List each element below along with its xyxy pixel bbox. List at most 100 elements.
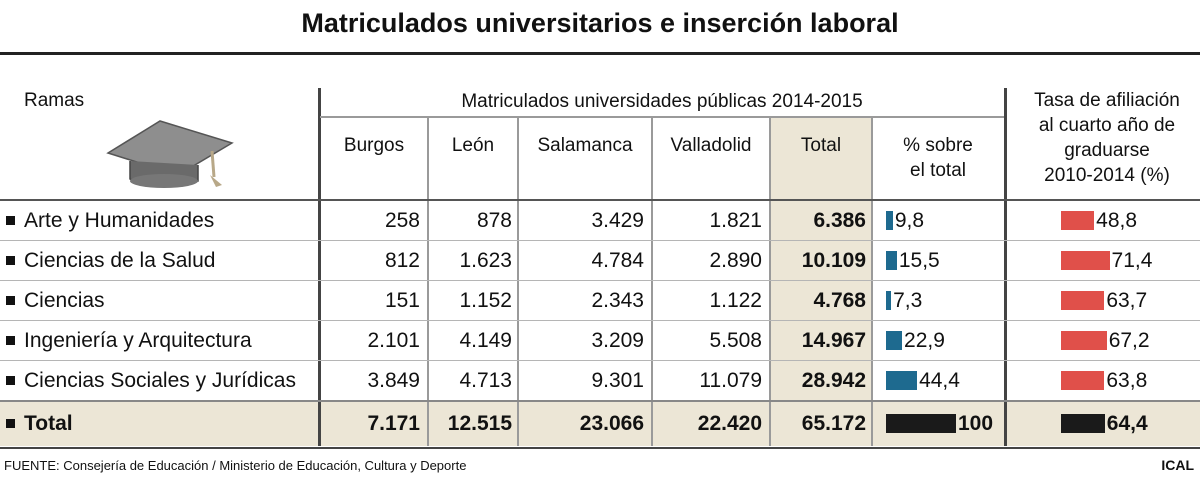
- row-name: Arte y Humanidades: [24, 209, 215, 232]
- cell-salamanca: 2.343: [591, 289, 644, 312]
- cell-burgos: 258: [384, 209, 420, 232]
- tasa-header: Tasa de afiliación al cuarto año de grad…: [1018, 88, 1196, 188]
- cell-valladolid: 2.890: [709, 249, 762, 272]
- header-bottom-rule: [0, 199, 1200, 201]
- table-row: Ingeniería y Arquitectura 2.101 4.149 3.209…: [0, 321, 1200, 360]
- graduation-cap-icon: [106, 120, 234, 188]
- bullet-icon: [6, 336, 15, 345]
- total-top-rule: [0, 400, 1200, 402]
- cell-leon: 1.152: [459, 289, 512, 312]
- pct-bar: [886, 331, 903, 350]
- bullet-icon: [6, 296, 15, 305]
- cell-leon: 4.149: [459, 329, 512, 352]
- cell-salamanca: 3.429: [591, 209, 644, 232]
- row-rule: [0, 280, 1200, 281]
- top-rule: [0, 52, 1200, 55]
- credit: ICAL: [1161, 457, 1194, 473]
- tasa-value: 63,7: [1106, 289, 1148, 312]
- tasa-bar: [1061, 251, 1110, 270]
- tasa-bar: [1061, 371, 1105, 390]
- pct-value: 7,3: [893, 289, 923, 312]
- row-rule: [0, 320, 1200, 321]
- bullet-icon: [6, 419, 15, 428]
- row-name: Total: [24, 412, 73, 435]
- group-label: Matriculados universidades públicas 2014…: [461, 91, 863, 112]
- cell-burgos: 7.171: [367, 412, 420, 435]
- pct-value: 15,5: [898, 249, 940, 272]
- row-name: Ciencias de la Salud: [24, 249, 216, 272]
- cell-total: 6.386: [813, 209, 866, 232]
- table-row: Ciencias Sociales y Jurídicas 3.849 4.713 9…: [0, 361, 1200, 400]
- bullet-icon: [6, 216, 15, 225]
- pct-header-line: % sobre: [903, 135, 973, 156]
- cell-burgos: 812: [384, 249, 420, 272]
- source-note: FUENTE: Consejería de Educación / Minist…: [4, 458, 467, 473]
- total-row-shade: [0, 401, 1200, 446]
- col-header-valladolid: Valladolid: [670, 135, 752, 156]
- pct-bar: [886, 414, 956, 433]
- tasa-header-line: al cuarto año de: [1038, 115, 1176, 136]
- col-header-burgos: Burgos: [343, 135, 405, 156]
- table-row: Total 7.171 12.515 23.066 22.420 65.172 100 64,…: [0, 404, 1200, 443]
- tasa-bar: [1061, 331, 1107, 350]
- pct-header-line: el total: [910, 160, 966, 181]
- cell-burgos: 151: [384, 289, 420, 312]
- ramas-label: Ramas: [24, 90, 85, 111]
- cell-valladolid: 22.420: [697, 412, 762, 435]
- tasa-value: 71,4: [1111, 249, 1153, 272]
- pct-bar: [886, 291, 892, 310]
- row-rule: [0, 360, 1200, 361]
- tasa-value: 67,2: [1108, 329, 1150, 352]
- cell-leon: 1.623: [459, 249, 512, 272]
- tasa-header-line: 2010-2014 (%): [1044, 165, 1170, 186]
- table-row: Ciencias de la Salud 812 1.623 4.784 2.890 10…: [0, 241, 1200, 280]
- tasa-bar: [1061, 211, 1095, 230]
- col-header-leon: León: [451, 135, 495, 156]
- bullet-icon: [6, 256, 15, 265]
- pct-bar: [886, 251, 897, 270]
- cell-salamanca: 9.301: [591, 369, 644, 392]
- tasa-header-line: Tasa de afiliación: [1034, 90, 1180, 111]
- tasa-bar: [1061, 291, 1105, 310]
- row-name: Ciencias: [24, 289, 105, 312]
- group-underline: [320, 116, 1004, 118]
- cell-salamanca: 3.209: [591, 329, 644, 352]
- cell-leon: 12.515: [447, 412, 512, 435]
- col-divider: [427, 117, 429, 446]
- tasa-value: 64,4: [1106, 412, 1148, 435]
- table-row: Ciencias 151 1.152 2.343 1.122 4.768 7,3 63,7: [0, 281, 1200, 320]
- cell-leon: 4.713: [459, 369, 512, 392]
- cell-salamanca: 23.066: [579, 412, 644, 435]
- cell-salamanca: 4.784: [591, 249, 644, 272]
- cell-total: 14.967: [801, 329, 866, 352]
- cell-total: 4.768: [813, 289, 866, 312]
- tasa-value: 63,8: [1106, 369, 1148, 392]
- cell-burgos: 3.849: [367, 369, 420, 392]
- pct-bar: [886, 371, 918, 390]
- cell-valladolid: 1.122: [709, 289, 762, 312]
- col-divider: [871, 117, 873, 446]
- cell-burgos: 2.101: [367, 329, 420, 352]
- bottom-rule: [0, 447, 1200, 449]
- tasa-header-line: graduarse: [1064, 140, 1150, 161]
- pct-value: 100: [958, 412, 994, 435]
- col-header-total: Total: [800, 135, 842, 156]
- row-rule: [0, 240, 1200, 241]
- cell-valladolid: 11.079: [699, 369, 762, 392]
- cell-total: 65.172: [801, 412, 866, 435]
- col-header-salamanca: Salamanca: [537, 135, 633, 156]
- cell-leon: 878: [476, 209, 512, 232]
- tasa-value: 48,8: [1096, 209, 1138, 232]
- pct-value: 9,8: [894, 209, 925, 232]
- col-divider: [651, 117, 653, 446]
- chart-title: Matriculados universitarios e inserción …: [301, 8, 899, 38]
- cell-valladolid: 5.508: [709, 329, 762, 352]
- pct-bar: [886, 211, 893, 230]
- bullet-icon: [6, 376, 15, 385]
- row-name: Ciencias Sociales y Jurídicas: [24, 369, 296, 392]
- row-name: Ingeniería y Arquitectura: [24, 329, 252, 352]
- divider-ramas: [318, 88, 321, 446]
- col-divider: [769, 117, 771, 446]
- tasa-bar: [1061, 414, 1105, 433]
- table-row: Arte y Humanidades 258 878 3.429 1.821 6.386 9…: [0, 201, 1200, 240]
